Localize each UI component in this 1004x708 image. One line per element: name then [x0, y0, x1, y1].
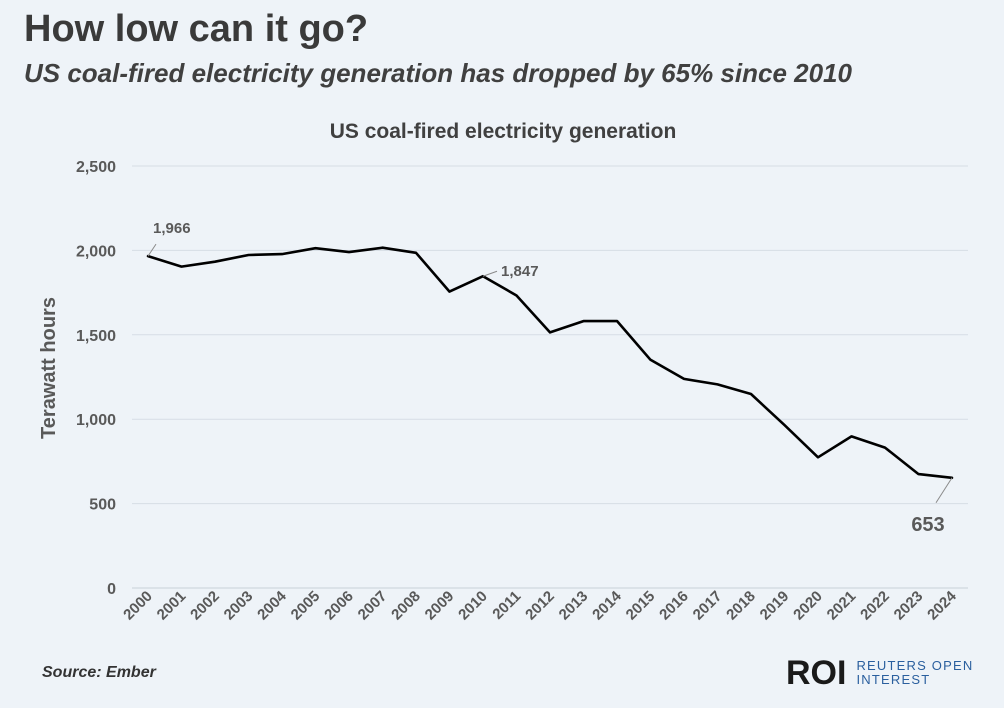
y-tick-label: 2,000 [76, 243, 116, 260]
data-point-2015 [648, 357, 654, 363]
data-point-2022 [882, 445, 888, 451]
data-point-2020 [815, 454, 821, 460]
annotation-leader-2024 [935, 477, 953, 504]
roi-logo-line2: INTEREST [856, 672, 931, 687]
page-subtitle: US coal-fired electricity generation has… [24, 58, 852, 88]
x-tick-label-2011: 2011 [489, 588, 524, 623]
roi-logo: ROI REUTERS OPEN INTEREST [786, 656, 973, 690]
y-tick-label: 500 [89, 497, 116, 514]
data-point-2021 [849, 433, 855, 439]
x-tick-label-2023: 2023 [891, 588, 927, 624]
x-tick-label-2022: 2022 [857, 588, 893, 624]
y-tick-label: 1,500 [76, 328, 116, 345]
data-point-2005 [313, 245, 319, 251]
data-point-2006 [346, 249, 352, 255]
annotation-label-2010: 1,847 [501, 263, 539, 280]
x-tick-label-2001: 2001 [154, 588, 190, 624]
x-tick-label-2007: 2007 [355, 588, 391, 624]
data-point-2001 [179, 264, 185, 270]
source-note: Source: Ember [42, 664, 156, 681]
data-point-2003 [246, 252, 252, 258]
x-tick-label-2014: 2014 [589, 587, 625, 623]
chart-title: US coal-fired electricity generation [330, 120, 677, 143]
data-point-2012 [547, 329, 553, 335]
data-point-2017 [715, 381, 721, 387]
x-tick-label-2008: 2008 [388, 588, 424, 624]
x-tick-label-2015: 2015 [623, 588, 659, 624]
annotation-label-2024: 653 [911, 514, 944, 536]
x-tick-label-2004: 2004 [254, 587, 290, 623]
page-title: How low can it go? [24, 8, 369, 50]
y-tick-label: 0 [107, 581, 116, 598]
annotation-label-2000: 1,966 [153, 220, 191, 237]
data-point-2019 [782, 422, 788, 428]
data-point-2002 [212, 259, 218, 265]
series-line [146, 246, 954, 480]
x-tick-label-2020: 2020 [790, 588, 826, 624]
data-point-2023 [916, 471, 922, 477]
x-tick-label-2002: 2002 [187, 588, 223, 624]
data-point-2016 [681, 376, 687, 382]
y-axis-label: Terawatt hours [38, 297, 60, 439]
data-point-2008 [413, 250, 419, 256]
data-point-2011 [514, 292, 520, 298]
x-tick-label-2016: 2016 [656, 588, 692, 624]
roi-logo-mark: ROI [786, 654, 847, 692]
annotation-leader-2000 [147, 243, 157, 257]
data-point-2013 [581, 318, 587, 324]
x-tick-label-2018: 2018 [723, 588, 759, 624]
data-point-2007 [380, 245, 386, 251]
x-tick-label-2003: 2003 [221, 588, 257, 624]
data-point-2004 [279, 251, 285, 257]
y-tick-label: 2,500 [76, 159, 116, 176]
roi-logo-line1: REUTERS OPEN [856, 658, 974, 673]
x-tick-label-2024: 2024 [924, 587, 960, 623]
data-point-2014 [614, 318, 620, 324]
x-tick-label-2006: 2006 [321, 588, 357, 624]
x-tick-label-2010: 2010 [455, 588, 491, 624]
roi-logo-text: REUTERS OPEN INTEREST [856, 659, 973, 687]
x-tick-label-2017: 2017 [690, 588, 726, 624]
x-tick-label-2009: 2009 [422, 588, 458, 624]
data-point-2018 [748, 391, 754, 397]
data-point-2009 [447, 289, 453, 295]
annotation-leader-2010 [482, 270, 498, 277]
x-tick-label-2019: 2019 [757, 588, 793, 624]
x-tick-label-2012: 2012 [522, 588, 558, 624]
x-tick-label-2000: 2000 [120, 588, 156, 624]
y-tick-label: 1,000 [76, 412, 116, 429]
x-tick-label-2005: 2005 [288, 588, 324, 624]
x-tick-label-2013: 2013 [556, 588, 592, 624]
x-tick-label-2021: 2021 [824, 588, 860, 624]
